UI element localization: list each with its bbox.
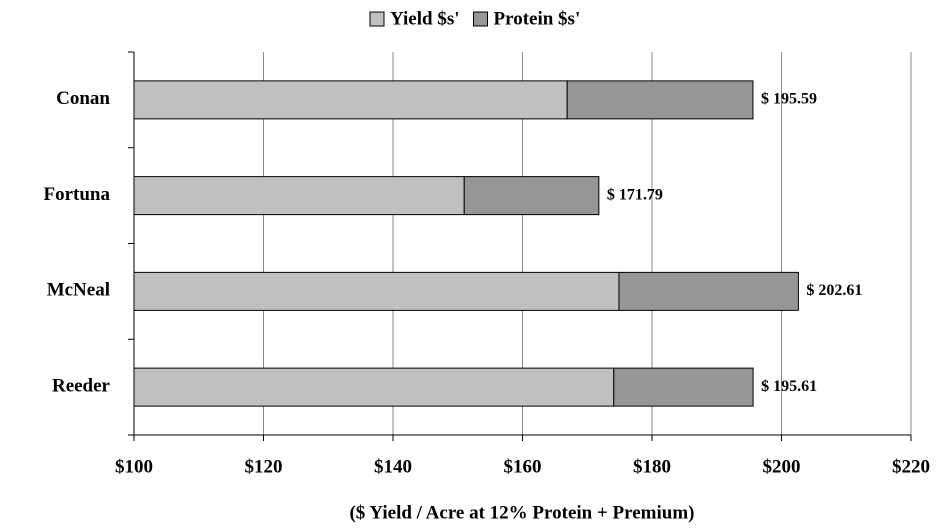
y-tick-label: Fortuna — [44, 184, 111, 205]
total-label: $ 195.61 — [761, 378, 817, 395]
x-tick-label: $120 — [245, 456, 283, 477]
x-tick-label: $220 — [892, 456, 930, 477]
x-axis-label: ($ Yield / Acre at 12% Protein + Premium… — [349, 502, 694, 523]
x-tick-label: $180 — [633, 456, 671, 477]
bar-segment — [133, 176, 465, 216]
y-tick-label: McNeal — [47, 280, 110, 301]
total-label: $ 202.61 — [806, 282, 862, 299]
bar-segment — [463, 176, 600, 216]
x-tick-label: $140 — [374, 456, 412, 477]
bar-segment — [613, 367, 754, 407]
legend-label: Yield $s' — [390, 8, 460, 29]
total-label: $ 195.59 — [761, 91, 817, 108]
bar-segment — [133, 271, 620, 311]
bar-segment — [566, 80, 754, 120]
x-tick-label: $160 — [504, 456, 542, 477]
y-tick-label: Conan — [56, 88, 110, 109]
bar-segment — [618, 271, 799, 311]
bar-segment — [133, 80, 568, 120]
total-label: $ 171.79 — [607, 186, 663, 203]
legend-label: Protein $s' — [494, 8, 581, 29]
x-tick-label: $100 — [115, 456, 153, 477]
legend-swatch — [473, 11, 488, 27]
legend-swatch — [369, 11, 385, 27]
x-tick-label: $200 — [763, 456, 801, 477]
y-tick-label: Reeder — [52, 375, 111, 396]
bar-segment — [133, 367, 615, 407]
